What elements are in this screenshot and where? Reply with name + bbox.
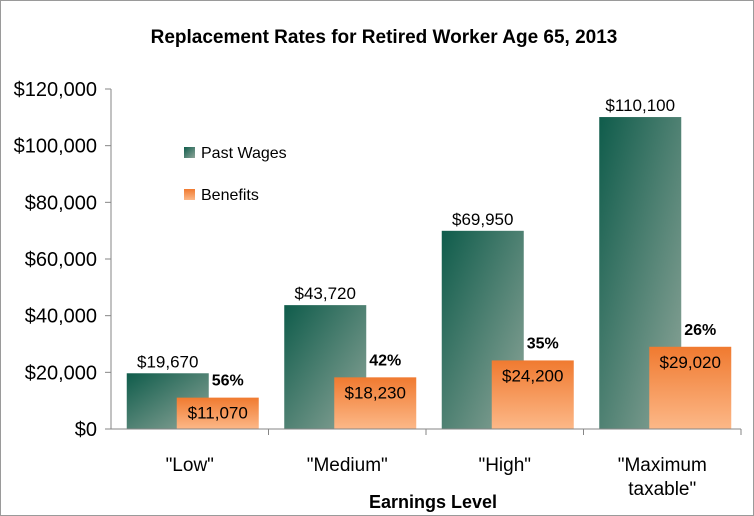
replacement-rate-label: 42% — [369, 352, 401, 369]
chart-title: Replacement Rates for Retired Worker Age… — [151, 27, 618, 48]
x-tick-label: "Maximum — [618, 455, 707, 476]
y-tick-label: $0 — [75, 419, 97, 441]
data-label-past-wages: $19,670 — [137, 352, 198, 371]
legend-swatch-benefits — [184, 189, 195, 200]
legend-label-benefits: Benefits — [201, 187, 259, 204]
replacement-rate-label: 26% — [684, 322, 716, 339]
data-label-past-wages: $110,100 — [605, 96, 675, 115]
data-label-past-wages: $43,720 — [295, 284, 356, 303]
y-tick-label: $40,000 — [25, 306, 97, 328]
x-tick-label: "High" — [478, 455, 531, 476]
data-label-past-wages: $69,950 — [452, 210, 513, 229]
y-tick-label: $20,000 — [25, 362, 97, 384]
legend-swatch-past-wages — [184, 147, 195, 158]
y-tick-label: $100,000 — [14, 136, 97, 158]
bar-benefits — [334, 377, 417, 429]
data-label-benefits: $29,020 — [660, 353, 721, 372]
data-label-benefits: $11,070 — [188, 404, 248, 423]
x-tick-label: taxable" — [628, 479, 696, 500]
replacement-rate-label: 56% — [212, 373, 244, 390]
replacement-rate-label: 35% — [527, 335, 559, 352]
y-tick-label: $120,000 — [14, 79, 97, 101]
bar-benefits — [649, 346, 732, 429]
y-tick-label: $60,000 — [25, 249, 97, 271]
legend: Past Wages Benefits — [184, 145, 287, 204]
bars: $19,670 $11,070 56% $43,720 $18,230 42% $69,95… — [126, 96, 732, 430]
x-axis-label: Earnings Level — [369, 492, 497, 512]
x-tick-label: "Low" — [166, 455, 214, 476]
data-label-benefits: $18,230 — [345, 383, 406, 402]
bar-benefits — [491, 360, 574, 429]
x-axis: "Low" "Medium" "High" "Maximum taxable" — [111, 428, 742, 500]
x-tick-label: "Medium" — [307, 455, 388, 476]
y-axis: $0 $20,000 $40,000 $60,000 $80,000 $100,000 $1… — [14, 79, 112, 441]
legend-label-past-wages: Past Wages — [201, 145, 287, 162]
bar-benefits — [176, 397, 259, 429]
y-tick-label: $80,000 — [25, 192, 97, 214]
data-label-benefits: $24,200 — [502, 366, 563, 385]
